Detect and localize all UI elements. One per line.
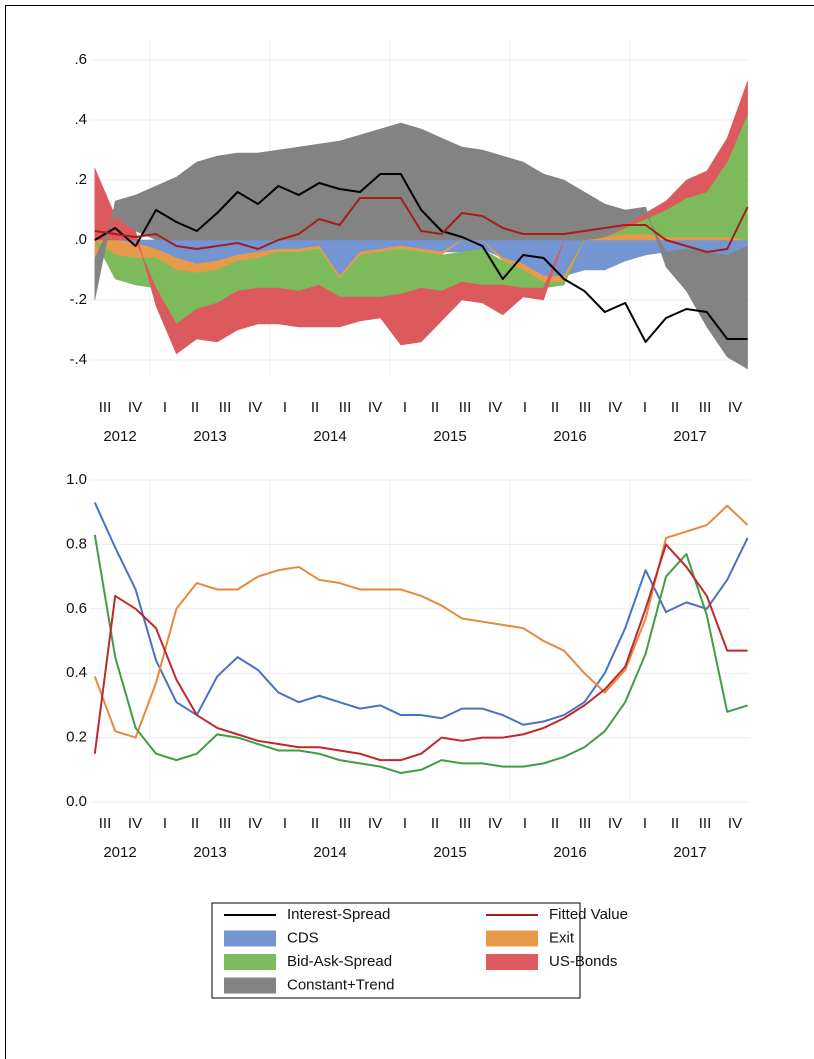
year-label: 2013	[193, 428, 226, 445]
year-label: 2015	[433, 428, 466, 445]
x-tick-label: II	[431, 815, 439, 832]
year-label: 2013	[193, 844, 226, 861]
x-tick-label: I	[523, 399, 527, 416]
y-tick-label: 0.4	[66, 664, 87, 681]
year-label: 2012	[103, 428, 136, 445]
x-tick-label: IV	[728, 815, 742, 832]
x-tick-label: II	[551, 815, 559, 832]
x-tick-label: III	[339, 815, 352, 832]
x-tick-label: IV	[248, 399, 262, 416]
y-tick-label: 1.0	[66, 471, 87, 488]
year-label: 2017	[673, 844, 706, 861]
y-tick-label: -.2	[69, 291, 87, 308]
line	[94, 173, 748, 343]
x-tick-label: III	[579, 815, 592, 832]
x-tick-label: III	[459, 815, 472, 832]
legend-label: US-Bonds	[549, 953, 617, 970]
frame	[5, 5, 814, 1059]
year-label: 2016	[553, 844, 586, 861]
x-tick-label: III	[339, 399, 352, 416]
y-tick-label: 0.8	[66, 535, 87, 552]
x-tick-label: II	[311, 399, 319, 416]
x-tick-label: II	[551, 399, 559, 416]
line	[93, 504, 749, 739]
y-tick-label: .4	[74, 111, 87, 128]
legend-label: Interest-Spread	[287, 906, 390, 923]
legend-swatch	[486, 930, 538, 947]
x-tick-label: I	[643, 815, 647, 832]
x-tick-label: II	[671, 399, 679, 416]
x-tick-label: I	[523, 815, 527, 832]
x-tick-label: I	[163, 815, 167, 832]
x-tick-label: I	[283, 399, 287, 416]
legend-label: Constant+Trend	[287, 976, 394, 993]
x-tick-label: III	[219, 815, 232, 832]
x-tick-label: III	[579, 399, 592, 416]
year-label: 2015	[433, 844, 466, 861]
x-tick-label: II	[671, 815, 679, 832]
x-tick-label: IV	[368, 815, 382, 832]
x-tick-label: III	[99, 815, 112, 832]
legend-label: CDS	[287, 929, 319, 946]
x-tick-label: IV	[368, 399, 382, 416]
x-tick-label: IV	[728, 399, 742, 416]
line	[93, 534, 748, 775]
year-label: 2012	[103, 844, 136, 861]
line	[93, 502, 749, 726]
x-tick-label: IV	[488, 815, 502, 832]
y-tick-label: 0.2	[66, 729, 87, 746]
x-tick-label: IV	[128, 815, 142, 832]
x-tick-label: I	[403, 399, 407, 416]
x-tick-label: IV	[488, 399, 502, 416]
x-tick-label: II	[191, 815, 199, 832]
year-label: 2014	[313, 844, 346, 861]
x-tick-label: II	[431, 399, 439, 416]
area	[94, 122, 748, 370]
x-tick-label: III	[99, 399, 112, 416]
legend-swatch	[224, 930, 276, 947]
x-tick-label: I	[643, 399, 647, 416]
x-tick-label: III	[459, 399, 472, 416]
line	[93, 543, 748, 762]
x-tick-label: I	[283, 815, 287, 832]
year-label: 2016	[553, 428, 586, 445]
y-tick-label: .6	[74, 51, 87, 68]
x-tick-label: IV	[608, 399, 622, 416]
x-tick-label: IV	[608, 815, 622, 832]
x-tick-label: III	[699, 815, 712, 832]
x-tick-label: I	[403, 815, 407, 832]
area	[94, 80, 748, 355]
x-tick-label: III	[699, 399, 712, 416]
x-tick-label: II	[311, 815, 319, 832]
legend-swatch	[486, 954, 538, 970]
y-tick-label: -.4	[69, 351, 87, 368]
x-tick-label: II	[191, 399, 199, 416]
x-tick-label: III	[219, 399, 232, 416]
y-tick-label: .0	[74, 231, 87, 248]
x-tick-label: IV	[248, 815, 262, 832]
year-label: 2017	[673, 428, 706, 445]
legend-label: Bid-Ask-Spread	[287, 953, 392, 970]
x-tick-label: I	[163, 399, 167, 416]
y-tick-label: 0.6	[66, 600, 87, 617]
legend-swatch	[224, 954, 276, 970]
y-tick-label: .2	[74, 171, 87, 188]
y-tick-label: 0.0	[66, 793, 87, 810]
legend-label: Exit	[549, 929, 575, 946]
x-tick-label: IV	[128, 399, 142, 416]
year-label: 2014	[313, 428, 346, 445]
legend-label: Fitted Value	[549, 906, 628, 923]
line	[94, 197, 749, 253]
legend-swatch	[224, 977, 276, 994]
